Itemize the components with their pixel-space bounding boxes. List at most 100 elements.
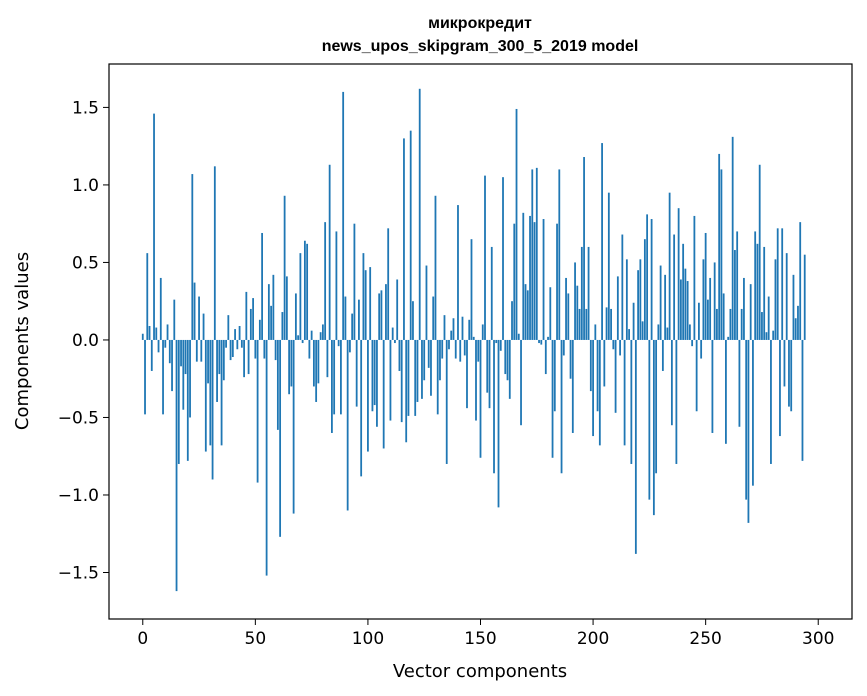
- bar-220: [637, 270, 640, 340]
- bar-172: [529, 215, 531, 340]
- bar-288: [790, 339, 793, 412]
- bar-216: [628, 329, 630, 340]
- bar-249: [702, 259, 705, 340]
- bar-293: [801, 339, 804, 461]
- bar-18: [182, 339, 185, 410]
- bar-155: [490, 246, 493, 340]
- bar-229: [657, 324, 660, 340]
- bar-51: [256, 339, 259, 483]
- bar-69: [297, 335, 300, 340]
- bar-181: [549, 287, 552, 340]
- bar-213: [621, 234, 624, 340]
- bar-274: [758, 164, 761, 340]
- bar-245: [693, 215, 696, 340]
- bar-33: [216, 339, 218, 402]
- bar-175: [535, 167, 538, 340]
- bar-48: [249, 308, 252, 340]
- bar-276: [763, 246, 766, 340]
- bar-259: [725, 339, 727, 444]
- bar-204: [601, 143, 603, 340]
- bar-180: [547, 336, 549, 340]
- bar-144: [466, 339, 468, 409]
- bar-237: [675, 339, 678, 464]
- bar-222: [641, 321, 644, 340]
- bar-242: [686, 281, 689, 340]
- bar-79: [319, 332, 322, 340]
- bar-244: [691, 339, 694, 347]
- y-tick-label: 0.5: [72, 253, 99, 273]
- bar-91: [346, 339, 349, 511]
- bar-205: [603, 339, 606, 387]
- x-tick-label: 300: [802, 629, 834, 649]
- bar-294: [803, 254, 806, 340]
- bar-133: [441, 339, 444, 359]
- bar-111: [391, 327, 394, 340]
- bar-284: [781, 228, 784, 340]
- bar-37: [225, 339, 227, 348]
- bar-282: [776, 228, 779, 340]
- bar-66: [290, 339, 293, 387]
- bar-241: [684, 268, 687, 340]
- bar-217: [630, 339, 633, 464]
- bar-161: [504, 339, 507, 375]
- bar-269: [747, 339, 750, 523]
- bar-225: [648, 339, 651, 500]
- x-axis-ticks: 0 50 100 150 200 250 300: [137, 619, 834, 649]
- bar-2: [146, 253, 149, 340]
- bar-230: [659, 265, 662, 340]
- bar-25: [198, 296, 200, 340]
- bar-26: [200, 339, 203, 362]
- bar-196: [583, 157, 585, 340]
- bar-24: [195, 339, 198, 362]
- x-tick-label: 50: [245, 629, 267, 649]
- bar-39: [229, 339, 232, 361]
- bar-186: [560, 339, 563, 474]
- bar-117: [405, 339, 408, 443]
- bar-275: [761, 312, 763, 340]
- bar-292: [799, 222, 802, 340]
- bar-215: [625, 259, 628, 340]
- bar-218: [632, 302, 635, 340]
- bar-3: [148, 326, 151, 340]
- bar-177: [540, 339, 543, 345]
- x-tick-label: 0: [137, 629, 148, 649]
- bar-261: [729, 308, 732, 340]
- bar-149: [477, 339, 480, 362]
- bar-58: [272, 274, 275, 340]
- y-tick-label: −0.5: [58, 408, 99, 428]
- bar-223: [643, 239, 646, 340]
- bar-8: [159, 277, 162, 340]
- y-tick-label: −1.5: [58, 563, 99, 583]
- plot-frame: [108, 63, 853, 620]
- bar-270: [749, 284, 752, 340]
- bar-263: [734, 250, 736, 340]
- bar-54: [263, 339, 266, 359]
- bar-250: [704, 232, 707, 340]
- bar-156: [493, 339, 495, 474]
- bar-195: [580, 246, 583, 340]
- bar-280: [772, 330, 775, 340]
- bar-68: [294, 293, 297, 340]
- bar-76: [312, 339, 315, 387]
- bar-72: [303, 240, 306, 340]
- bar-203: [598, 339, 601, 446]
- bar-11: [166, 324, 169, 340]
- bar-62: [281, 312, 284, 340]
- bar-212: [619, 339, 621, 356]
- bar-137: [450, 330, 453, 340]
- bar-23: [193, 282, 196, 340]
- bar-73: [306, 243, 309, 340]
- bar-142: [461, 316, 464, 340]
- bar-281: [774, 259, 777, 340]
- bar-151: [481, 324, 484, 340]
- bar-146: [470, 239, 473, 340]
- bar-101: [369, 267, 372, 340]
- bar-199: [589, 339, 592, 392]
- x-axis-label: Vector components: [393, 661, 567, 682]
- bar-100: [367, 339, 369, 452]
- bar-125: [423, 339, 426, 381]
- bar-256: [718, 153, 721, 340]
- bar-129: [432, 296, 435, 340]
- bar-252: [709, 277, 712, 340]
- bar-279: [770, 339, 772, 464]
